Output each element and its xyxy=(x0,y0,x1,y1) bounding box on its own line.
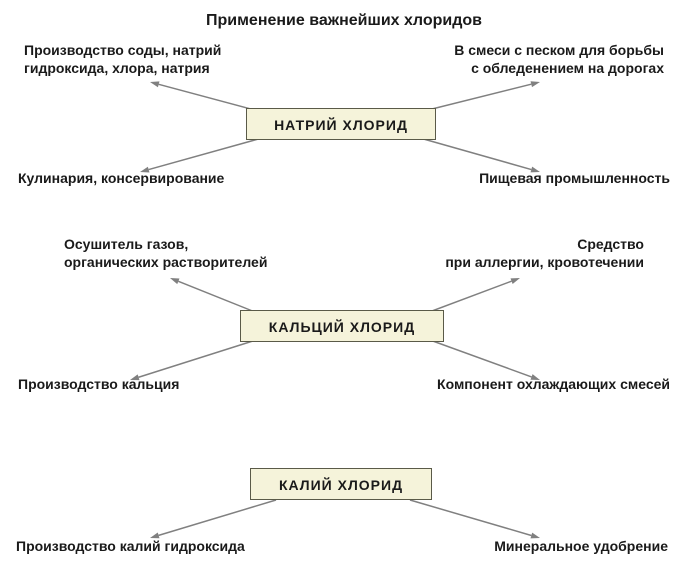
cacl2-bl: Производство кальция xyxy=(18,376,179,394)
kcl-br-arrow xyxy=(410,500,531,535)
kcl-br: Минеральное удобрение xyxy=(494,538,668,556)
cacl2-tr: Средство при аллергии, кровотечении xyxy=(445,236,644,271)
nacl-br: Пищевая промышленность xyxy=(479,170,670,188)
diagram-title: Применение важнейших хлоридов xyxy=(0,12,688,30)
nacl-tr-arrow xyxy=(420,84,531,112)
cacl2-box: КАЛЬЦИЙ ХЛОРИД xyxy=(240,310,444,342)
nacl-br-arrow xyxy=(420,138,531,170)
cacl2-bl-arrow xyxy=(139,340,256,377)
nacl-bl-arrow xyxy=(149,138,262,170)
nacl-tr-arrowhead xyxy=(531,81,540,87)
diagram-canvas: Применение важнейших хлоридов НАТРИЙ ХЛО… xyxy=(0,0,688,574)
nacl-box: НАТРИЙ ХЛОРИД xyxy=(246,108,436,140)
kcl-bl: Производство калий гидроксида xyxy=(16,538,245,556)
nacl-tl-arrowhead xyxy=(150,81,159,87)
cacl2-tr-arrowhead xyxy=(511,278,520,284)
kcl-box: КАЛИЙ ХЛОРИД xyxy=(250,468,432,500)
cacl2-br: Компонент охлаждающих смесей xyxy=(437,376,670,394)
cacl2-tl: Осушитель газов, органических растворите… xyxy=(64,236,267,271)
cacl2-tl-arrowhead xyxy=(170,278,179,284)
nacl-tl: Производство соды, натрий гидроксида, хл… xyxy=(24,42,221,77)
nacl-tr: В смеси с песком для борьбы с обледенени… xyxy=(454,42,664,77)
kcl-bl-arrow xyxy=(159,500,276,535)
cacl2-br-arrow xyxy=(430,340,532,377)
nacl-bl: Кулинария, консервирование xyxy=(18,170,224,188)
